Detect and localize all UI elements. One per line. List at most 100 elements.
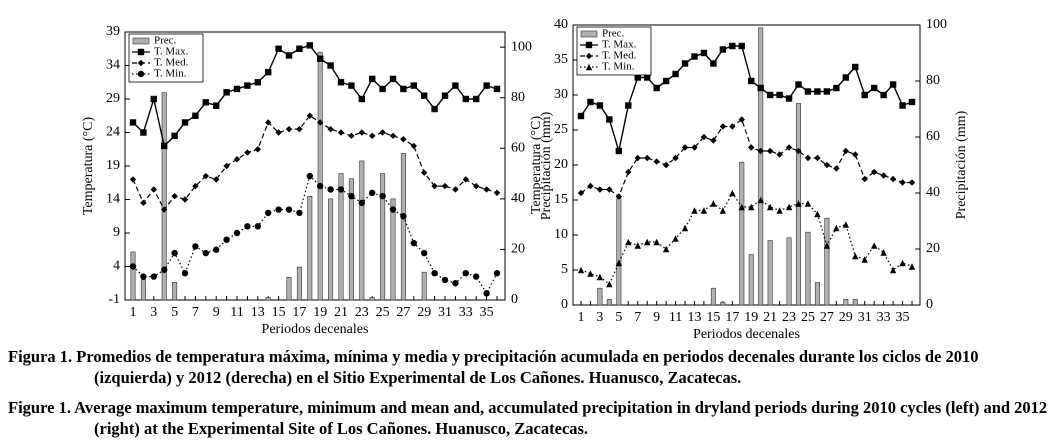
marker — [729, 42, 736, 50]
x-tick-label: 27 — [820, 310, 834, 325]
marker — [192, 243, 199, 250]
marker — [785, 144, 793, 151]
bar — [710, 287, 716, 306]
marker — [369, 189, 376, 196]
bar — [328, 198, 334, 301]
marker — [213, 246, 220, 253]
marker — [296, 209, 303, 217]
marker — [700, 207, 708, 214]
legend-marker — [585, 41, 593, 49]
bar — [359, 160, 365, 301]
x-tick-label: 1 — [130, 305, 137, 320]
bar — [130, 251, 136, 301]
y-tick-label: 30 — [554, 87, 568, 102]
marker — [577, 266, 585, 274]
marker — [899, 102, 906, 109]
y-tick-label: -1 — [108, 292, 120, 307]
marker — [738, 203, 745, 211]
marker — [662, 161, 670, 169]
x-tick-label: 33 — [877, 310, 891, 325]
marker — [161, 142, 168, 150]
marker — [452, 82, 459, 89]
y-tick-label: 25 — [554, 122, 568, 137]
bar — [172, 282, 178, 301]
marker — [776, 207, 783, 214]
marker — [441, 92, 449, 99]
marker — [337, 129, 345, 136]
y-axis-label: Temperatura (°C) — [529, 116, 544, 215]
marker — [719, 207, 727, 214]
marker — [644, 238, 651, 246]
marker — [757, 196, 764, 204]
line — [580, 45, 913, 152]
marker — [400, 213, 407, 220]
caption-en: Figure 1. Average maximum temperature, m… — [8, 398, 1048, 438]
marker — [327, 186, 334, 193]
marker — [306, 172, 313, 180]
marker — [493, 85, 501, 93]
marker — [634, 154, 641, 162]
marker — [870, 242, 878, 249]
marker — [275, 129, 282, 136]
line — [132, 114, 498, 211]
marker — [317, 182, 324, 190]
bar — [616, 198, 622, 306]
marker — [410, 142, 417, 150]
marker — [672, 70, 679, 78]
marker — [700, 133, 708, 141]
bar — [296, 266, 302, 301]
marker — [410, 82, 417, 89]
bar — [758, 27, 764, 306]
marker — [233, 229, 241, 237]
marker — [852, 151, 859, 158]
x-tick-label: 25 — [801, 310, 815, 325]
y-tick-label: 24 — [106, 125, 120, 140]
marker — [861, 256, 868, 263]
marker — [150, 95, 157, 103]
marker — [421, 169, 428, 176]
legend-label: T. Min. — [602, 61, 635, 73]
marker — [181, 119, 189, 126]
marker — [795, 147, 802, 155]
marker — [596, 102, 604, 109]
legend-label: T. Min. — [154, 68, 187, 80]
marker — [483, 290, 490, 297]
marker — [202, 172, 209, 180]
y2-tick-label: 20 — [511, 242, 525, 257]
x-tick-label: 19 — [744, 310, 758, 325]
marker — [213, 102, 220, 109]
marker — [700, 49, 708, 57]
bar — [720, 301, 726, 306]
marker — [833, 165, 840, 172]
marker — [337, 79, 345, 86]
marker — [908, 263, 916, 270]
marker — [223, 89, 230, 96]
marker — [441, 276, 449, 284]
marker — [606, 116, 613, 123]
marker — [748, 144, 755, 151]
marker — [254, 223, 261, 230]
x-tick-label: 5 — [171, 305, 178, 320]
legend-label: T. Max. — [602, 39, 637, 51]
marker — [161, 266, 168, 274]
y-tick-label: 15 — [554, 192, 568, 207]
marker — [889, 266, 897, 274]
marker — [369, 132, 376, 140]
marker — [870, 84, 878, 92]
x-tick-label: 9 — [213, 305, 220, 320]
marker — [814, 154, 821, 162]
bar — [400, 153, 406, 301]
bar — [852, 299, 858, 306]
marker — [493, 270, 501, 277]
marker — [587, 98, 594, 106]
x-tick-label: 11 — [669, 310, 682, 325]
x-tick-label: 27 — [396, 305, 410, 320]
marker — [833, 84, 840, 92]
marker — [265, 209, 272, 217]
marker — [462, 95, 469, 103]
line — [580, 191, 913, 285]
marker — [358, 199, 365, 207]
marker — [880, 249, 887, 256]
marker — [129, 263, 137, 270]
bar — [390, 198, 396, 301]
